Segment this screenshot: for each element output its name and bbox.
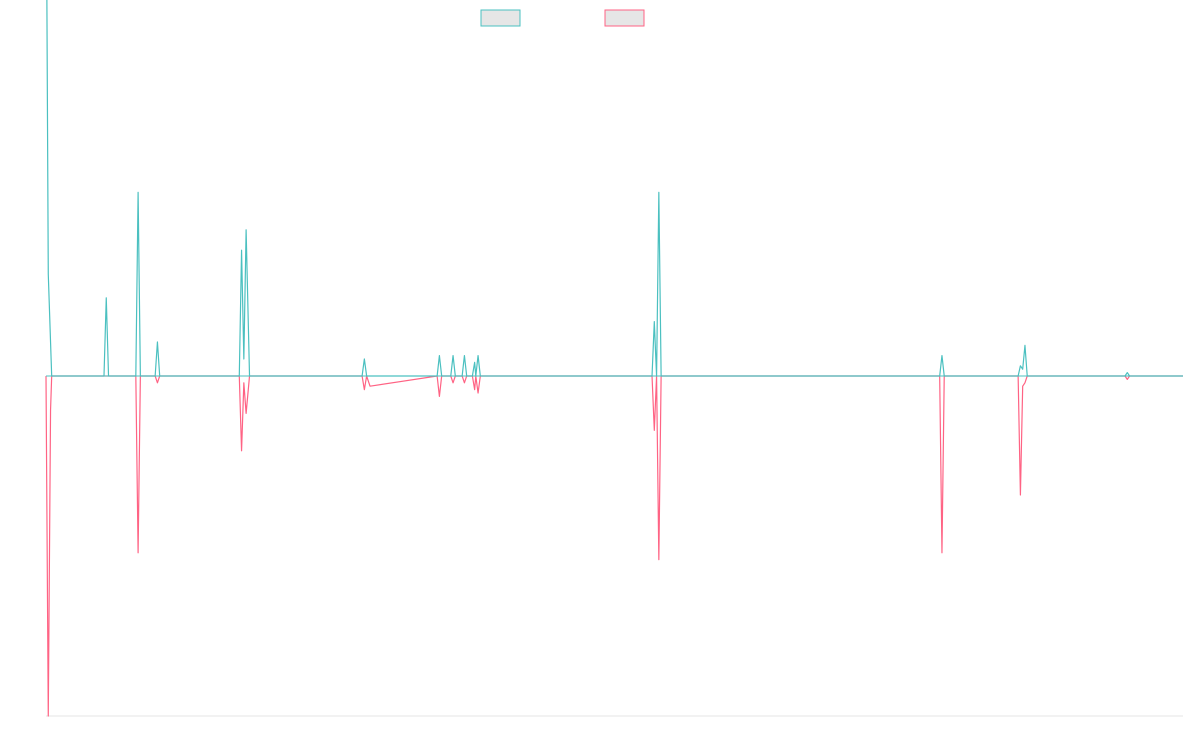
series-line-2: [45, 375, 1183, 717]
legend-swatch: [480, 9, 521, 27]
legend-item-1[interactable]: [480, 9, 521, 27]
legend-item-2[interactable]: [604, 9, 645, 27]
legend-swatch: [604, 9, 645, 27]
series-line-1: [46, 0, 1183, 377]
series-layer: [45, 0, 1183, 717]
legend: [480, 9, 645, 27]
